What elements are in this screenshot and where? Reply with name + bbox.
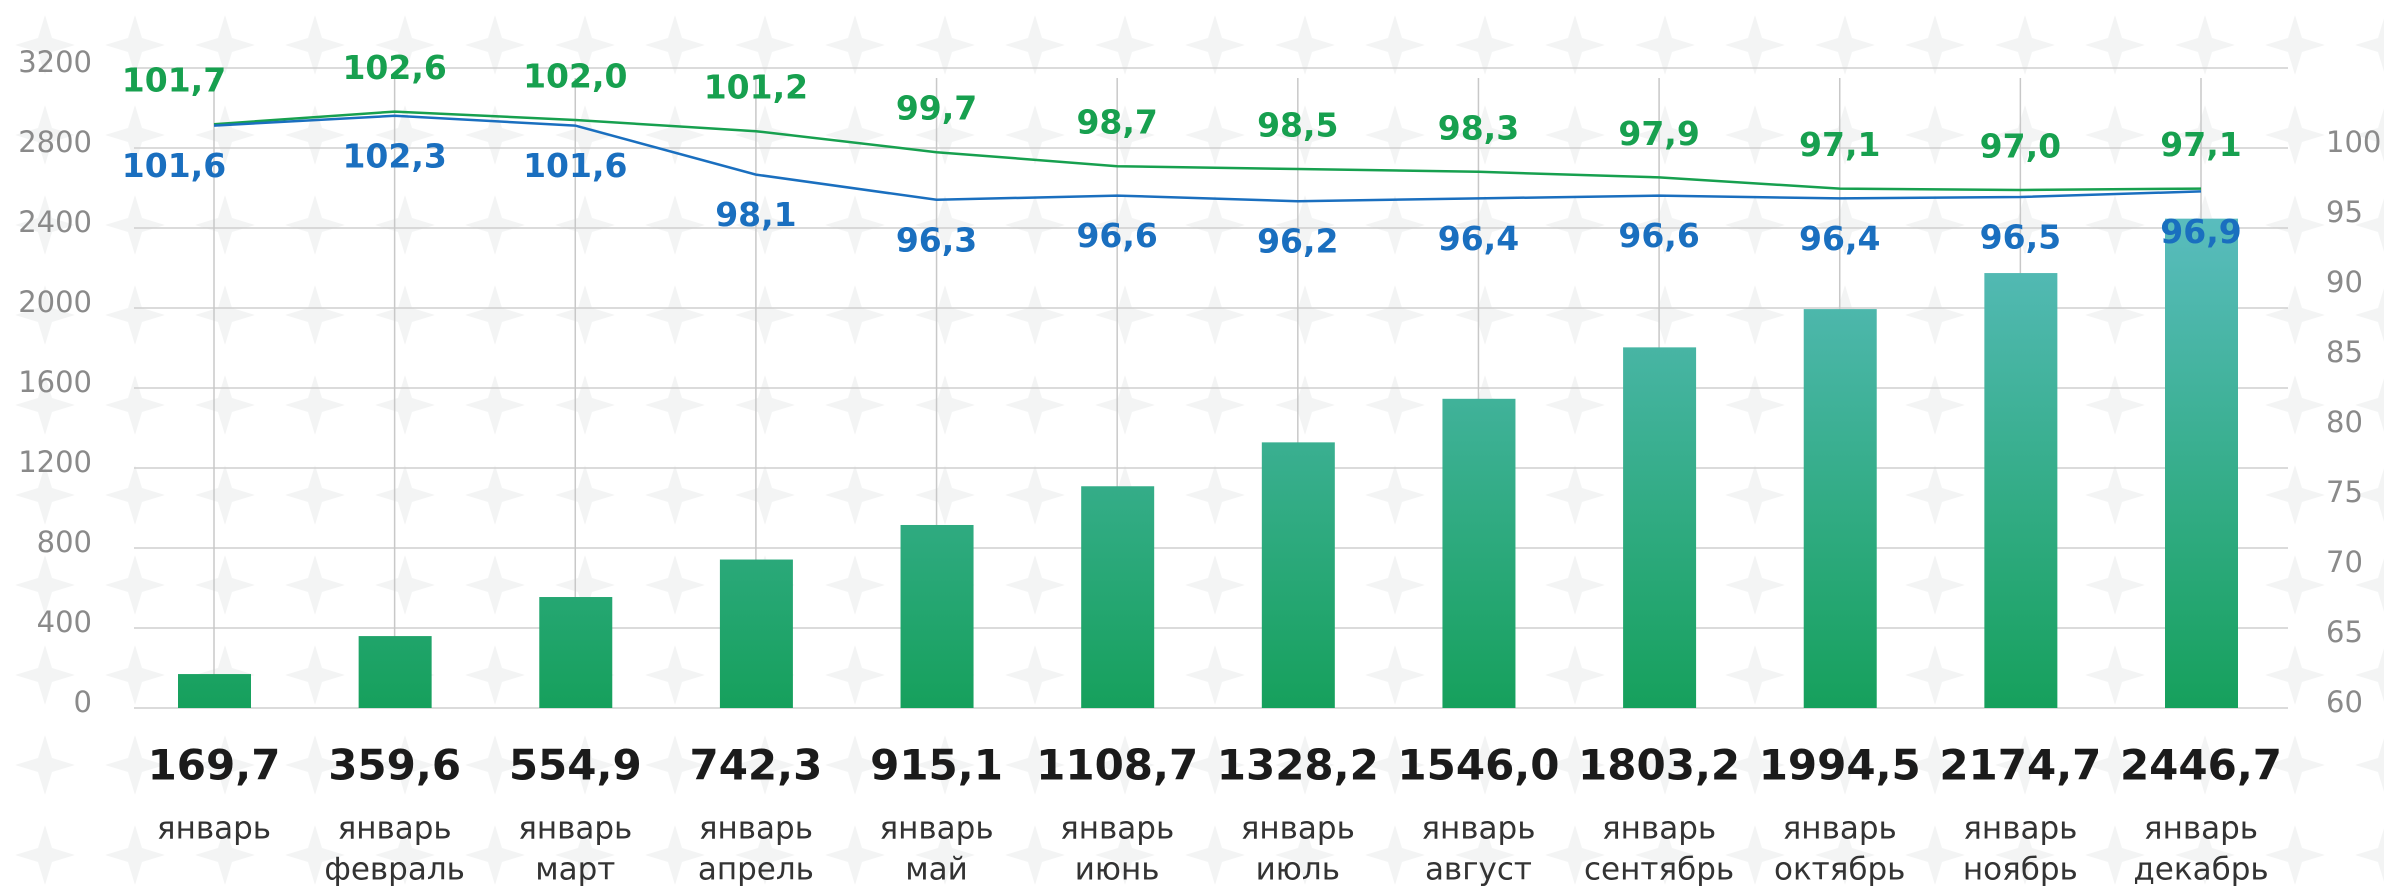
x-tick-label: январь [1963,811,2077,847]
point-label: 96,6 [1618,216,1699,255]
point-label: 101,2 [704,68,808,107]
point-label: 96,3 [896,220,977,259]
bar-value-label: 1803,2 [1578,741,1740,790]
point-label: 98,3 [1438,108,1519,147]
x-tick-label: январь [157,811,271,847]
point-label: 97,1 [1799,125,1880,164]
bar [900,524,974,708]
bar [358,636,432,708]
x-tick-label: январь [1421,811,1535,847]
y2-tick-label: 90 [2326,265,2363,299]
x-tick-label: январь [518,811,632,847]
bar-value-label: 2174,7 [1939,741,2101,790]
plot: 0 400 800 1200 1600 2000 2400 2800 3200 60 65 70 75 8… [18,45,2381,887]
bar-value-label: 359,6 [328,741,461,790]
y-tick-label: 3200 [18,45,92,79]
x-tick-label: март [535,852,615,887]
point-label: 101,7 [122,61,226,100]
point-label: 96,2 [1257,222,1338,261]
y2-tick-label: 75 [2326,475,2363,509]
point-label: 98,5 [1257,105,1338,144]
bar [1442,398,1516,708]
point-label: 97,9 [1618,114,1699,153]
x-tick-label: июнь [1075,852,1160,887]
point-label: 98,7 [1076,103,1157,142]
y-tick-label: 2000 [18,285,92,319]
bar [1081,486,1155,708]
x-tick-label: декабрь [2133,852,2268,887]
point-label: 102,6 [342,48,446,87]
y-tick-label: 800 [37,525,92,559]
point-label: 102,0 [523,56,627,95]
bar-value-label: 915,1 [870,741,1003,790]
x-tick-label: июль [1256,852,1340,887]
y-tick-label: 0 [74,685,92,719]
y-tick-label: 1600 [18,365,92,399]
y2-tick-label: 80 [2326,405,2363,439]
x-tick-label: сентябрь [1584,852,1734,887]
point-label: 97,0 [1980,126,2061,165]
point-label: 96,9 [2160,212,2241,251]
y-tick-label: 400 [37,605,92,639]
y2-tick-label: 100 [2326,125,2381,159]
point-label: 97,1 [2160,125,2241,164]
bar [1803,309,1877,708]
bar-value-label: 1546,0 [1397,741,1559,790]
x-tick-label: февраль [324,852,465,887]
bar-value-label: 1328,2 [1217,741,1379,790]
x-tick-label: январь [1241,811,1355,847]
line-series [213,114,2202,203]
y-tick-label: 1200 [18,445,92,479]
x-tick-label: январь [2144,811,2258,847]
line-series [213,110,2202,192]
bar [2165,218,2238,708]
x-tick-label: январь [1602,811,1716,847]
x-tick-label: август [1425,852,1532,887]
bar [1623,347,1697,708]
point-label: 98,1 [715,195,796,234]
y2-tick-label: 60 [2326,685,2363,719]
x-tick-label: январь [1060,811,1174,847]
bar-value-label: 742,3 [689,741,822,790]
y2-tick-label: 70 [2326,545,2363,579]
x-tick-label: январь [699,811,813,847]
y2-tick-label: 85 [2326,335,2363,369]
y2-tick-label: 65 [2326,615,2363,649]
point-label: 101,6 [523,146,627,185]
x-tick-label: январь [1783,811,1897,847]
x-tick-label: январь [338,811,452,847]
x-tick-label: октябрь [1774,852,1905,887]
bar-value-label: 1108,7 [1036,741,1198,790]
bar [178,674,251,708]
bar-value-label: 169,7 [148,741,281,790]
x-tick-label: январь [879,811,993,847]
y-tick-label: 2400 [18,205,92,239]
bar-value-label: 554,9 [509,741,642,790]
point-label: 102,3 [342,136,446,175]
point-label: 96,4 [1438,219,1519,258]
bar [1984,273,2058,708]
point-label: 96,4 [1799,219,1880,258]
bar [539,597,613,708]
y-tick-label: 2800 [18,125,92,159]
bar-value-label: 1994,5 [1759,741,1921,790]
point-label: 99,7 [896,89,977,128]
point-label: 96,6 [1076,216,1157,255]
bar [719,559,793,708]
bar-value-label: 2446,7 [2120,741,2282,790]
point-label: 101,6 [122,146,226,185]
bar [1261,442,1335,708]
point-label: 96,5 [1980,217,2061,256]
x-tick-label: ноябрь [1963,852,2078,887]
y2-tick-label: 95 [2326,195,2363,229]
x-tick-label: апрель [698,852,814,887]
x-tick-label: май [905,852,968,887]
